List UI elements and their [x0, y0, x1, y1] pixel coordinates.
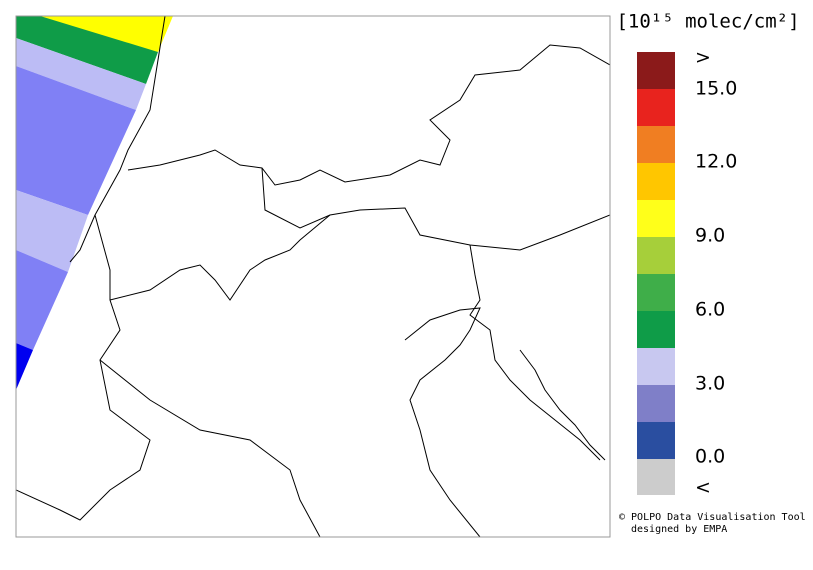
country-border — [109, 214, 331, 301]
color-step — [637, 52, 675, 89]
country-border — [69, 16, 166, 263]
country-border — [127, 44, 610, 186]
swath-band — [16, 250, 68, 350]
color-step — [637, 422, 675, 459]
legend-label: < — [695, 477, 711, 499]
credit: © POLPO Data Visualisation Tool — [619, 512, 806, 523]
color-bar — [637, 52, 675, 495]
color-step — [637, 385, 675, 422]
swath-band — [16, 343, 33, 390]
map-frame — [15, 15, 611, 538]
legend-label: 6.0 — [695, 299, 725, 321]
swath-band — [16, 190, 88, 272]
color-step — [637, 311, 675, 348]
coastline — [519, 349, 606, 461]
legend-label: > — [695, 47, 711, 69]
color-step — [637, 348, 675, 385]
color-step — [637, 126, 675, 163]
legend-label: 12.0 — [695, 151, 737, 173]
color-step — [637, 200, 675, 237]
credit: designed by EMPA — [631, 524, 727, 535]
legend-label: 15.0 — [695, 78, 737, 100]
color-step — [637, 459, 675, 495]
swath-band — [16, 38, 146, 110]
legend-label: 9.0 — [695, 225, 725, 247]
color-step — [637, 237, 675, 274]
coastline — [404, 307, 481, 537]
legend-title: [10¹⁵ molec/cm²] — [616, 11, 799, 33]
color-step — [637, 89, 675, 126]
color-step — [637, 274, 675, 311]
legend-label: 3.0 — [695, 373, 725, 395]
map — [16, 16, 610, 537]
coastline — [99, 359, 321, 537]
swath-band — [16, 66, 136, 215]
country-border — [469, 244, 601, 461]
swath-band — [16, 16, 158, 84]
legend-label: 0.0 — [695, 446, 725, 468]
color-step — [637, 163, 675, 200]
country-border — [261, 167, 610, 251]
